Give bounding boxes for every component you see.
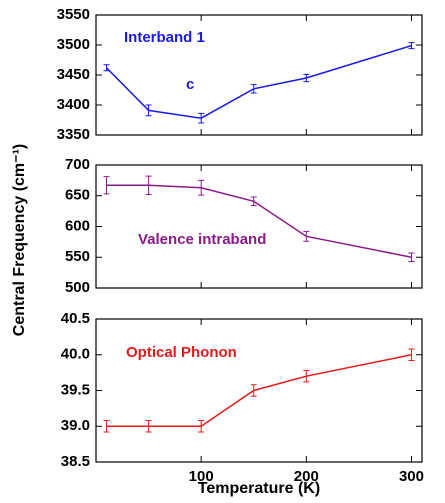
plot-frame: [95, 318, 423, 463]
y-axis-label: Central Frequency (cm⁻¹): [11, 144, 28, 336]
error-bar: [250, 196, 257, 207]
error-bar: [250, 384, 257, 397]
annotation: c: [186, 76, 194, 93]
error-bar: [145, 104, 152, 117]
error-bar: [408, 348, 415, 361]
y-tick-label: 39.0: [61, 417, 90, 434]
error-bar: [198, 420, 205, 433]
y-tick-label: 3350: [57, 126, 90, 143]
annotation: Optical Phonon: [126, 344, 237, 361]
y-tick-label: 40.0: [61, 346, 90, 363]
y-tick-label: 40.5: [61, 310, 90, 327]
y-tick-label: 3550: [57, 6, 90, 23]
annotation: Valence intraband: [138, 231, 266, 248]
x-axis-label: Temperature (K): [198, 480, 320, 497]
error-bar: [303, 230, 310, 242]
x-tick-label: 300: [399, 468, 424, 485]
plot-frame: [95, 164, 423, 289]
y-tick-label: 3500: [57, 36, 90, 53]
error-bar: [198, 179, 205, 196]
y-tick-label: 650: [65, 187, 90, 204]
y-tick-label: 3450: [57, 66, 90, 83]
data-line: [105, 44, 412, 119]
y-tick-label: 3400: [57, 96, 90, 113]
y-tick-label: 550: [65, 248, 90, 265]
error-bar: [408, 42, 415, 50]
error-bar: [103, 64, 110, 72]
error-bar: [103, 176, 110, 195]
data-line: [106, 354, 412, 427]
error-bar: [103, 420, 110, 433]
error-bar: [408, 252, 415, 263]
error-bar: [303, 73, 310, 83]
error-bar: [198, 112, 205, 124]
data-line: [106, 184, 412, 258]
error-bar: [145, 420, 152, 433]
y-tick-label: 38.5: [61, 453, 90, 470]
error-bar: [145, 175, 152, 196]
error-bar: [250, 84, 257, 94]
x-tick-label: 100: [189, 468, 214, 485]
y-tick-label: 500: [65, 279, 90, 296]
y-tick-label: 39.5: [61, 381, 90, 398]
annotation: Interband 1: [124, 29, 205, 46]
y-tick-label: 700: [65, 156, 90, 173]
x-tick-label: 200: [294, 468, 319, 485]
y-tick-label: 600: [65, 217, 90, 234]
error-bar: [303, 369, 310, 383]
